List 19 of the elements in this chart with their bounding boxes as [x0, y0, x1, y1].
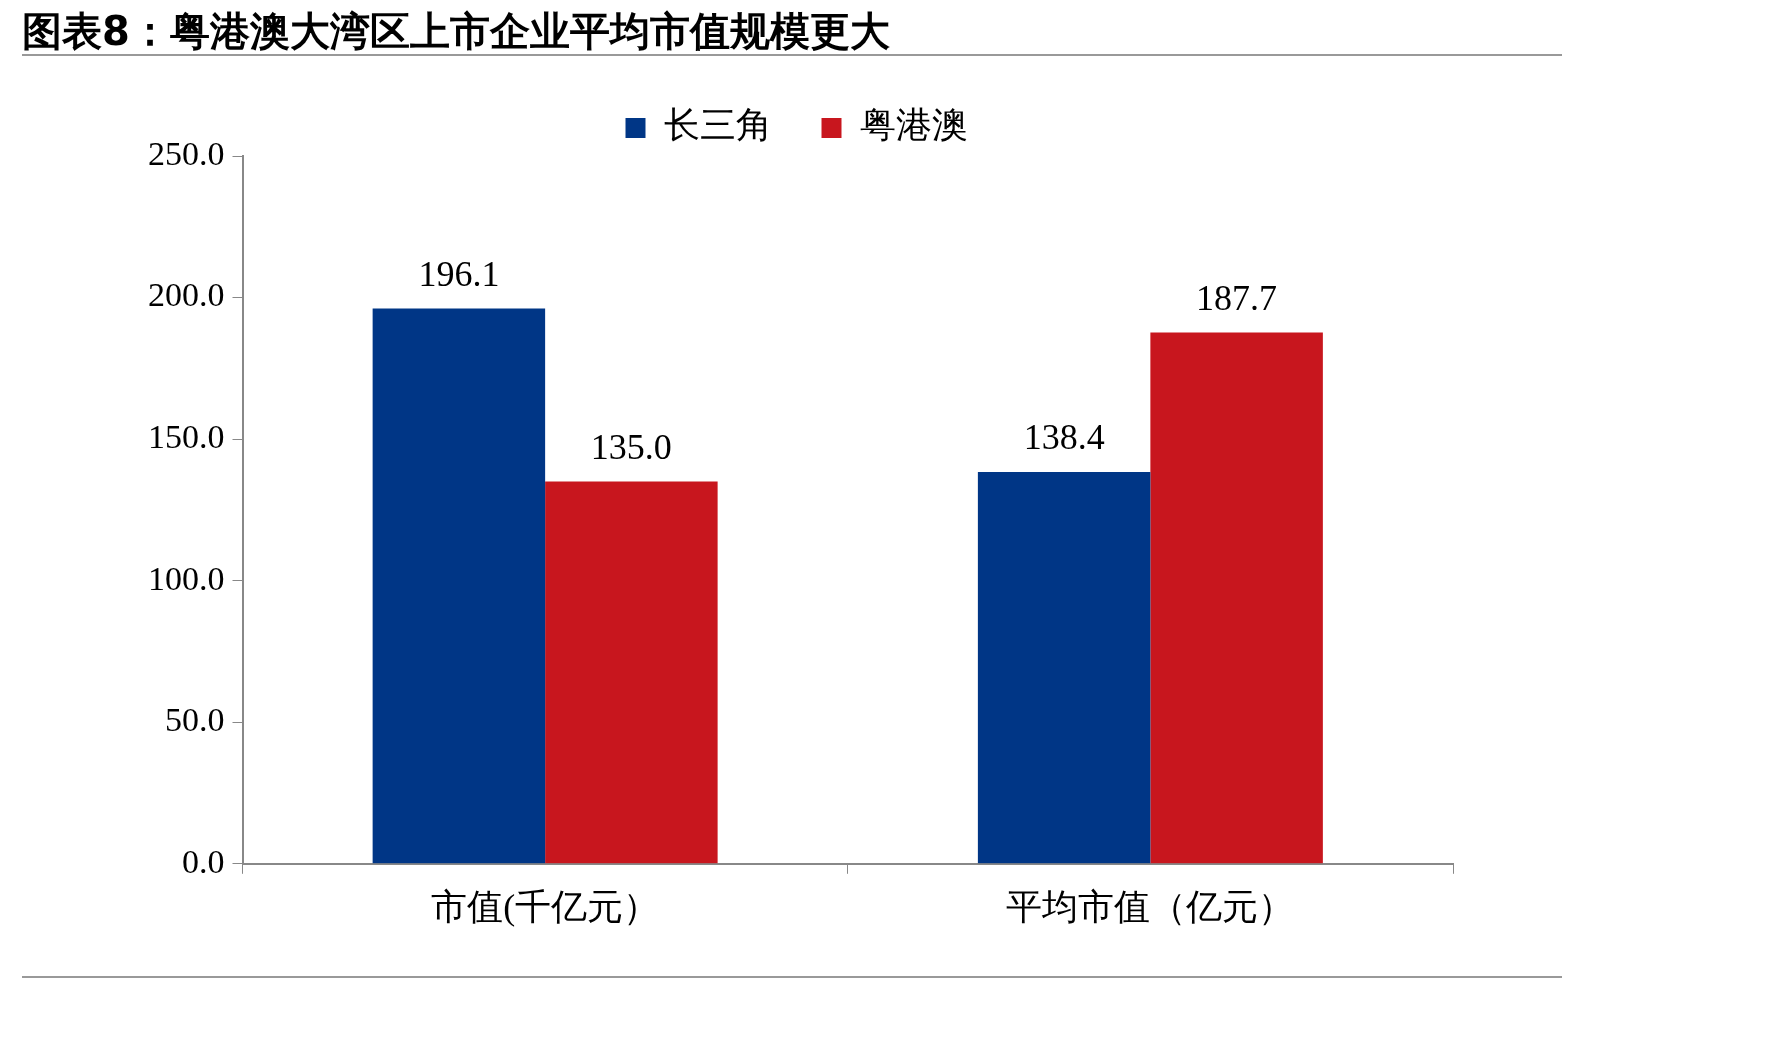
data-label: 196.1: [418, 254, 500, 295]
y-tick-label: 50.0: [165, 701, 225, 739]
data-label: 135.0: [590, 427, 672, 468]
data-label: 187.7: [1196, 277, 1278, 318]
chart-title: 图表8：粤港澳大湾区上市企业平均市值规模更大: [22, 7, 890, 56]
y-tick-label: 100.0: [148, 559, 225, 597]
bar: [545, 481, 718, 864]
x-tick-label: 市值(千亿元）: [431, 886, 660, 927]
legend-label: 粤港澳: [859, 105, 968, 146]
x-tick-label: 平均市值（亿元）: [1006, 886, 1295, 927]
bar: [977, 471, 1151, 864]
y-tick-label: 250.0: [148, 134, 225, 172]
bar: [372, 308, 546, 864]
legend-label: 长三角: [663, 105, 772, 146]
y-tick-label: 150.0: [148, 418, 225, 456]
data-label: 138.4: [1023, 417, 1105, 458]
bar: [1150, 332, 1323, 864]
y-tick-label: 200.0: [148, 276, 225, 314]
y-tick-label: 0.0: [182, 842, 225, 880]
